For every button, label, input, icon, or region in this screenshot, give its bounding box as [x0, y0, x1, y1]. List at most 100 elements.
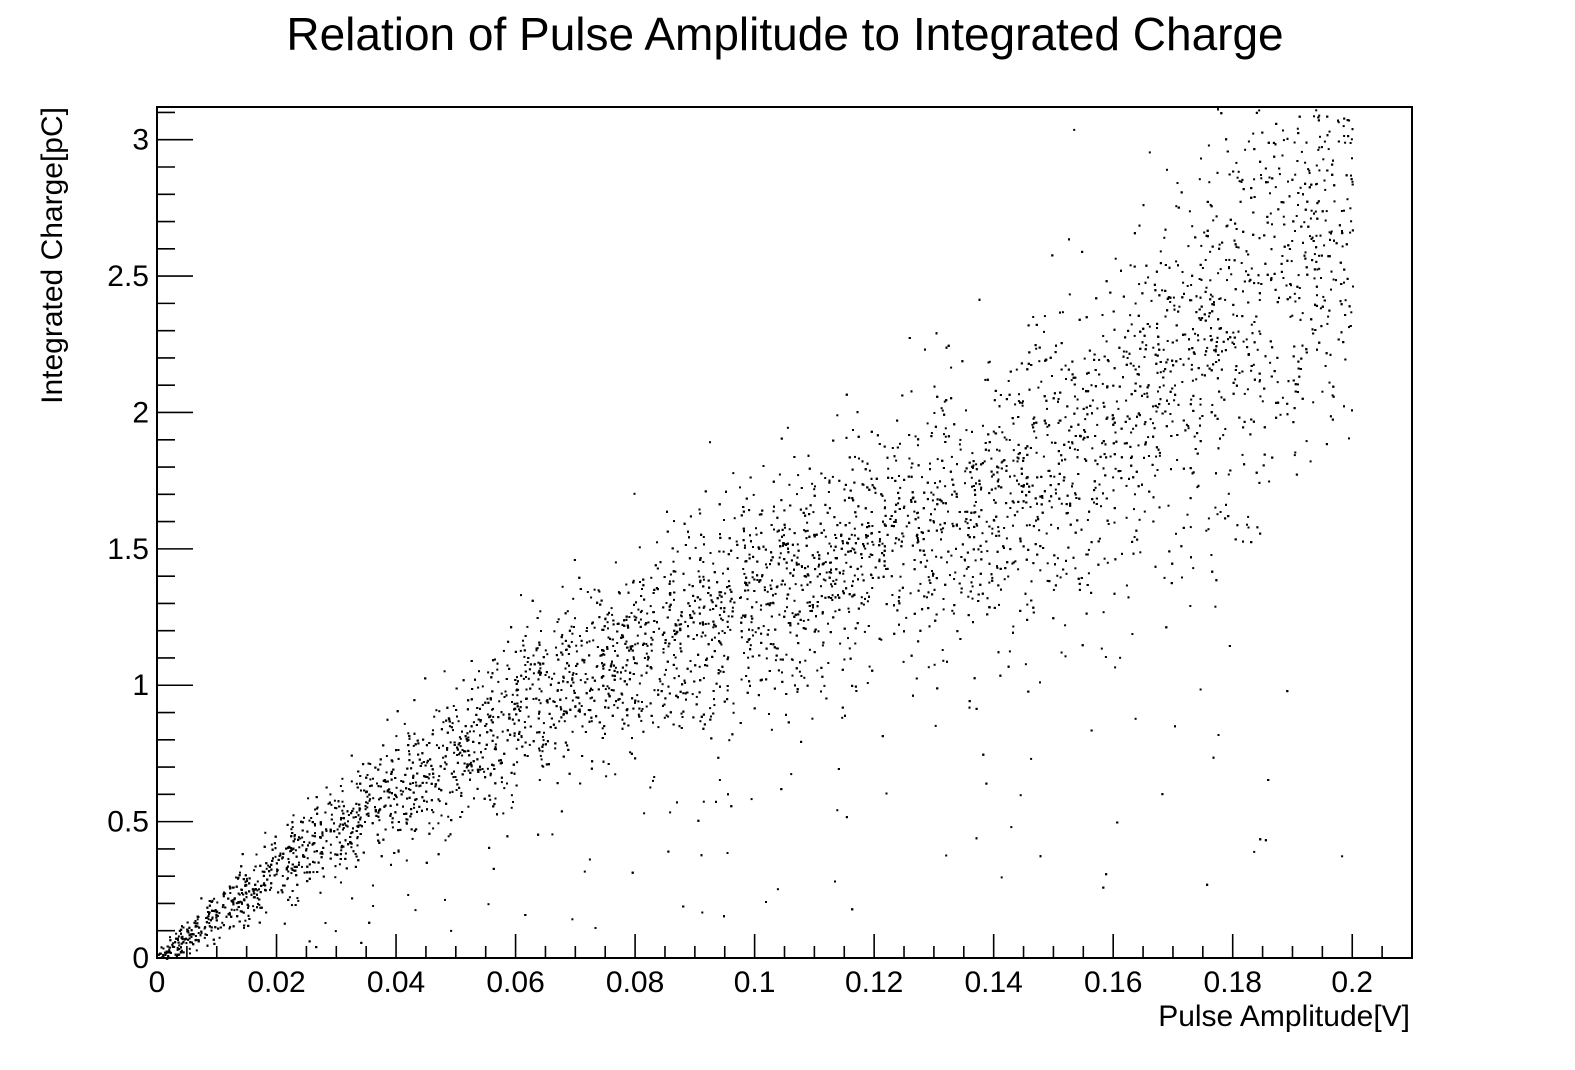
data-point	[899, 442, 901, 445]
data-point	[1119, 656, 1122, 659]
data-point	[216, 901, 219, 904]
data-point	[452, 776, 455, 779]
data-point	[233, 909, 236, 912]
data-point	[541, 750, 544, 753]
data-point	[1308, 169, 1311, 172]
data-point	[700, 635, 703, 638]
data-point	[290, 828, 293, 831]
data-point	[313, 823, 316, 825]
data-point	[301, 865, 303, 868]
data-point	[1036, 515, 1039, 518]
data-point	[981, 532, 984, 535]
data-point	[628, 616, 631, 618]
data-point	[612, 645, 615, 647]
data-point	[1125, 399, 1128, 402]
data-point	[854, 455, 856, 458]
data-point	[368, 799, 371, 802]
data-point	[413, 803, 415, 806]
data-point	[1102, 611, 1105, 614]
data-point	[1242, 340, 1245, 343]
data-point	[1279, 413, 1282, 416]
data-point	[478, 670, 480, 673]
data-point	[929, 462, 931, 465]
data-point	[399, 789, 402, 792]
data-point	[755, 601, 758, 604]
data-point	[965, 567, 968, 570]
data-point	[239, 910, 242, 913]
data-point	[698, 665, 701, 668]
data-point	[637, 608, 640, 611]
data-point	[1333, 200, 1336, 203]
data-point	[1001, 431, 1004, 434]
data-point	[1199, 398, 1202, 400]
data-point	[848, 521, 851, 524]
data-point	[951, 609, 954, 612]
data-point	[942, 527, 945, 530]
data-point	[1133, 334, 1136, 337]
data-point	[1114, 467, 1117, 470]
data-point	[824, 561, 827, 564]
data-point	[176, 948, 179, 951]
data-point	[1206, 346, 1209, 349]
data-point	[570, 641, 573, 643]
data-point	[177, 935, 180, 938]
data-point	[665, 668, 667, 671]
data-point	[1012, 501, 1015, 504]
data-point	[702, 800, 705, 803]
data-point	[1091, 447, 1094, 450]
data-point	[1232, 331, 1235, 334]
data-point	[334, 930, 337, 933]
data-point	[788, 528, 791, 531]
data-point	[466, 763, 469, 766]
data-point	[657, 726, 660, 729]
data-point	[189, 952, 191, 955]
data-point	[851, 547, 854, 550]
data-point	[1125, 350, 1128, 353]
data-point	[247, 907, 250, 909]
data-point	[1324, 365, 1327, 367]
data-point	[640, 719, 643, 722]
data-point	[1024, 663, 1027, 666]
data-point	[187, 931, 190, 934]
data-point	[270, 886, 273, 889]
data-point	[438, 710, 441, 713]
data-point	[790, 773, 793, 776]
data-point	[831, 594, 834, 597]
data-point	[667, 715, 670, 718]
data-point	[539, 754, 542, 757]
data-point	[369, 763, 372, 765]
data-point	[510, 806, 513, 809]
data-point	[602, 665, 605, 668]
data-point	[1351, 157, 1353, 160]
data-point	[848, 610, 851, 613]
data-point	[224, 892, 227, 895]
data-point	[971, 485, 973, 488]
data-point	[1105, 340, 1108, 343]
data-point	[228, 927, 231, 930]
data-point	[561, 642, 564, 645]
data-point	[729, 628, 732, 631]
data-point	[479, 720, 482, 723]
data-point	[1134, 493, 1136, 496]
data-point	[1309, 217, 1312, 220]
data-point	[748, 581, 751, 584]
data-point	[744, 544, 746, 547]
data-point	[1191, 379, 1194, 382]
data-point	[677, 619, 680, 622]
data-point	[781, 671, 783, 674]
data-point	[639, 611, 642, 614]
data-point	[449, 791, 451, 794]
data-point	[425, 781, 428, 784]
data-point	[395, 796, 398, 799]
data-point	[953, 578, 956, 580]
data-point	[1139, 551, 1142, 554]
data-point	[497, 680, 500, 683]
data-point	[1259, 379, 1261, 382]
data-point	[372, 797, 375, 800]
data-point	[358, 807, 361, 810]
data-point	[778, 613, 781, 616]
data-point	[817, 565, 820, 568]
data-point	[640, 710, 643, 712]
data-point	[649, 786, 652, 789]
data-point	[1185, 423, 1188, 426]
